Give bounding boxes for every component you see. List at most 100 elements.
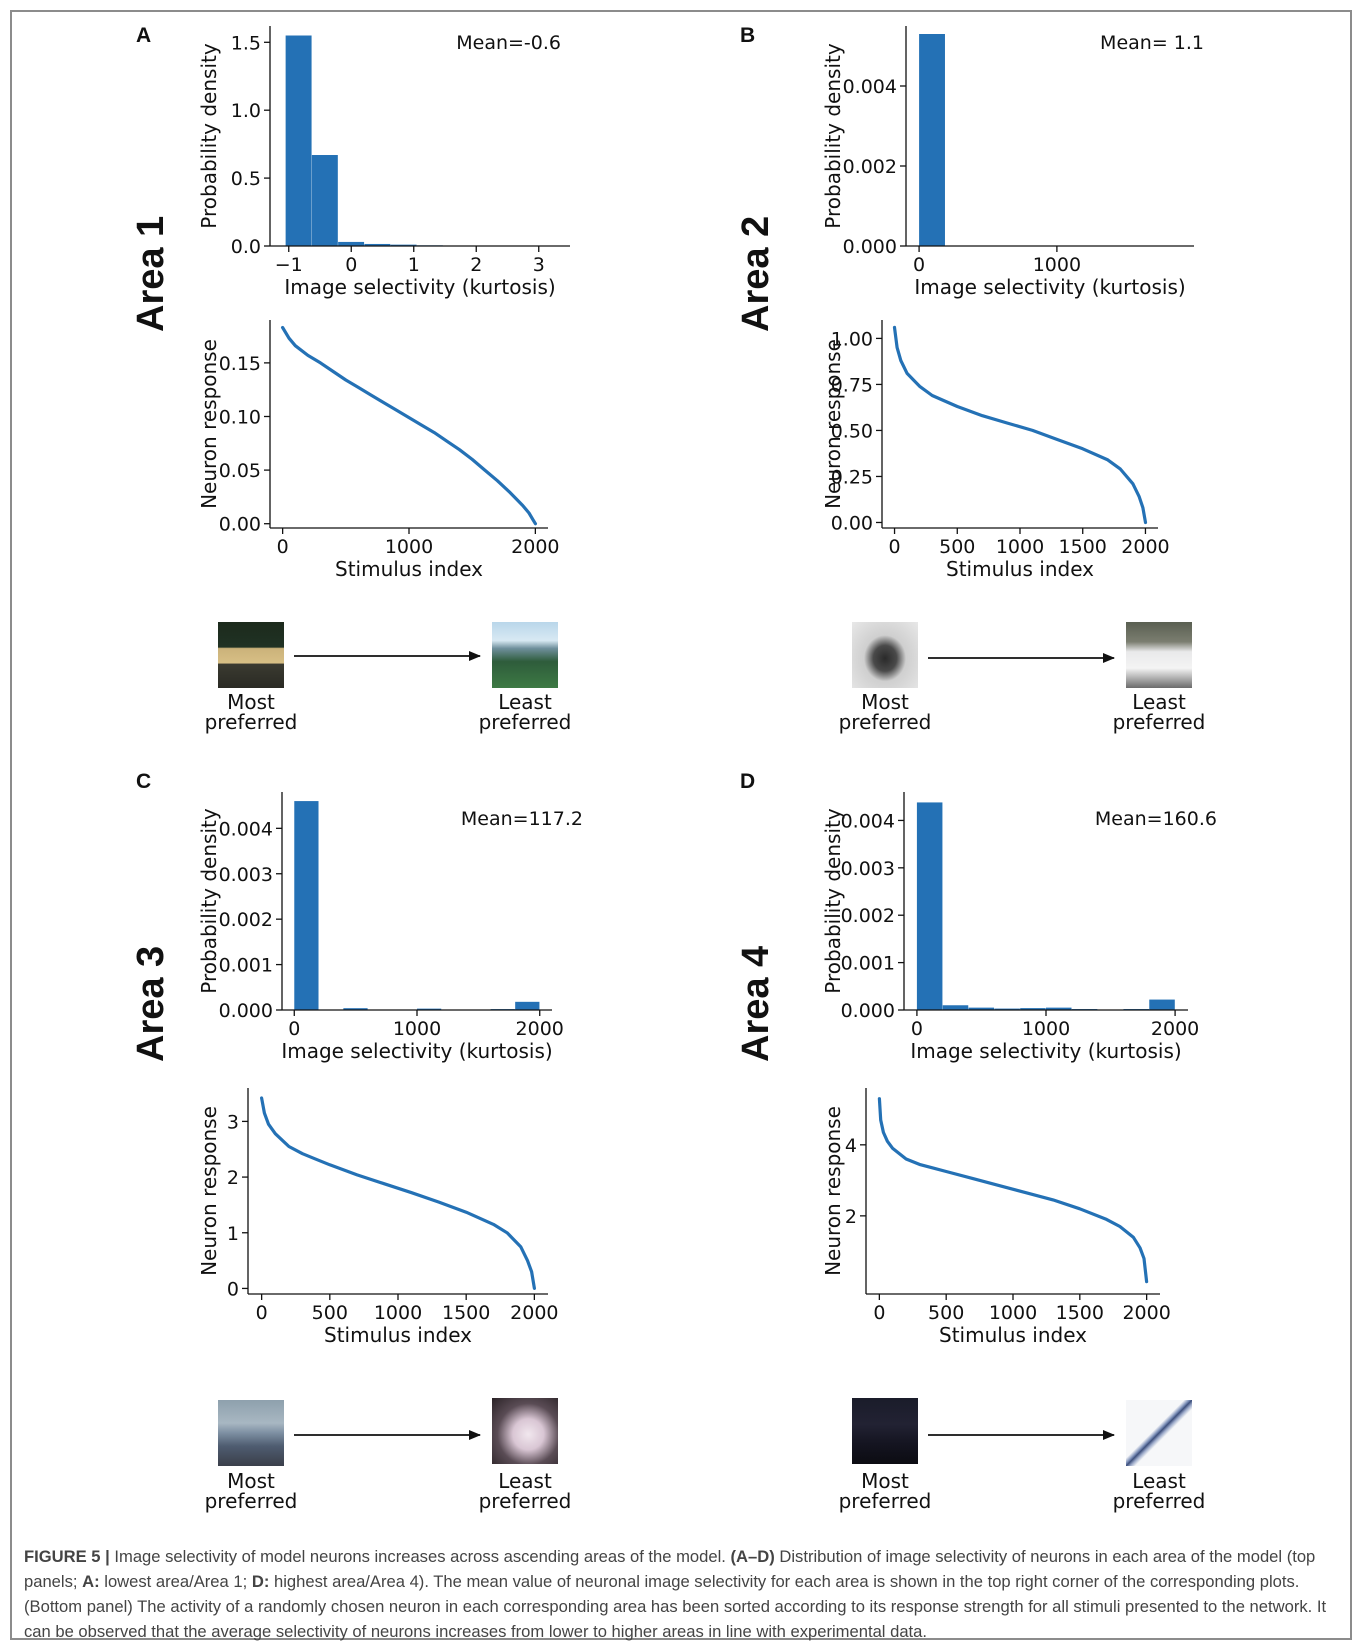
caption-ref-ad: (A–D)	[730, 1547, 775, 1566]
panel-letter-c: C	[136, 770, 152, 793]
c-hist-y-tick-label-0: 0.000	[219, 1000, 273, 1022]
mean-label-d: Mean=160.6	[1095, 808, 1217, 830]
d-hist-bar-2	[968, 1007, 995, 1010]
d-hist-y-tick-label-0: 0.000	[841, 1000, 895, 1022]
a-line-series-line	[281, 325, 537, 526]
d-hist-x-tick-label-0: 0	[911, 1018, 923, 1040]
c-line-x-tick-label-2: 1000	[374, 1302, 422, 1324]
figure-caption: FIGURE 5 | Image selectivity of model ne…	[24, 1544, 1342, 1644]
c-line-y-axis-label: Neuron response	[197, 1106, 221, 1276]
a-line-x-tick-label-0: 0	[277, 536, 289, 558]
b-hist-bar-0	[919, 34, 945, 246]
c-hist-bar-5	[417, 1008, 442, 1010]
least-preferred-image-a	[492, 622, 558, 688]
caption-text-2: Distribution of image selectivity of neu…	[24, 1547, 1316, 1591]
mean-label-c: Mean=117.2	[461, 808, 583, 830]
a-hist-y-tick-label-1: 0.5	[231, 168, 261, 190]
c-line-x-tick-label-4: 2000	[510, 1302, 558, 1324]
c-hist-bar-2	[343, 1008, 368, 1010]
c-hist-x-tick-label-1: 1000	[393, 1018, 441, 1040]
a-hist-y-tick-label-2: 1.0	[231, 100, 261, 122]
least-preferred-label-d: Least preferred	[1112, 1469, 1206, 1513]
b-line-y-tick-label-2: 0.50	[831, 420, 873, 442]
a-hist-bar-1	[311, 155, 338, 246]
d-line-y-axis-label: Neuron response	[821, 1106, 845, 1276]
d-line-x-axis-label: Stimulus index	[939, 1323, 1087, 1347]
c-hist-y-tick-label-3: 0.003	[219, 864, 273, 886]
d-line-x-tick-label-4: 2000	[1122, 1302, 1170, 1324]
caption-ref-d: D:	[251, 1572, 270, 1591]
d-hist-y-tick-label-3: 0.003	[841, 858, 895, 880]
b-line-x-tick-label-0: 0	[888, 536, 900, 558]
c-line-x-tick-label-1: 500	[312, 1302, 348, 1324]
d-hist-x-axis-label: Image selectivity (kurtosis)	[910, 1039, 1181, 1063]
b-line-y-tick-label-1: 0.25	[831, 466, 873, 488]
c-hist-y-tick-label-4: 0.004	[219, 818, 273, 840]
most-preferred-image-a	[218, 622, 284, 688]
least-preferred-label-a: Least preferred	[478, 690, 572, 734]
caption-ref-a: A:	[82, 1572, 100, 1591]
b-line-x-tick-label-4: 2000	[1121, 536, 1169, 558]
a-hist-bar-3	[364, 243, 391, 246]
panel-letter-d: D	[740, 770, 756, 793]
b-line-x-axis-label: Stimulus index	[946, 557, 1094, 581]
b-hist-x-tick-label-0: 0	[913, 254, 925, 276]
least-preferred-image-b	[1126, 622, 1192, 688]
mean-label-a: Mean=-0.6	[456, 32, 561, 54]
a-line-x-tick-label-1: 1000	[385, 536, 433, 558]
a-hist-x-tick-label-0: −1	[275, 254, 303, 276]
caption-text-4: highest area/Area 4). The mean value of …	[24, 1572, 1327, 1641]
c-line-y-tick-label-2: 2	[227, 1167, 239, 1189]
a-hist-x-tick-label-2: 1	[408, 254, 420, 276]
d-line-series-line	[877, 1097, 1149, 1284]
charts-canvas: Mean=-0.6 Mean= 1.1 Mean=117.2 Mean=160.…	[197, 26, 1217, 1440]
b-hist-y-tick-label-0: 0.000	[843, 236, 897, 258]
most-preferred-image-d	[852, 1398, 918, 1464]
d-hist-x-tick-label-1: 1000	[1022, 1018, 1070, 1040]
b-line-x-tick-label-1: 500	[939, 536, 975, 558]
c-hist-bar-9	[515, 1001, 540, 1010]
most-preferred-image-c	[218, 1400, 284, 1466]
d-hist-y-axis-label: Probability density	[821, 808, 845, 994]
b-line-y-tick-label-0: 0.00	[831, 512, 873, 534]
a-line-y-axis-label: Neuron response	[197, 339, 221, 509]
panel-letter-a: A	[136, 24, 152, 47]
c-line-y-tick-label-1: 1	[227, 1223, 239, 1245]
c-line-x-axis-label: Stimulus index	[324, 1323, 472, 1347]
d-line-x-tick-label-3: 1500	[1056, 1302, 1104, 1324]
c-line-x-tick-label-0: 0	[256, 1302, 268, 1324]
d-line-y-tick-label-0: 2	[845, 1206, 857, 1228]
b-hist-y-tick-label-1: 0.002	[843, 156, 897, 178]
c-line-x-tick-label-3: 1500	[442, 1302, 490, 1324]
b-line-y-axis-label: Neuron response	[821, 339, 845, 509]
d-hist-bar-5	[1046, 1007, 1072, 1010]
c-line-series-line	[260, 1096, 536, 1290]
d-hist-x-tick-label-2: 2000	[1151, 1018, 1199, 1040]
c-line-y-tick-label-0: 0	[227, 1278, 239, 1300]
a-line-x-axis-label: Stimulus index	[335, 557, 483, 581]
most-preferred-label-b: Most preferred	[838, 690, 932, 734]
a-line-y-tick-label-0: 0.00	[219, 514, 261, 536]
a-hist-x-tick-label-4: 3	[533, 254, 545, 276]
a-line-y-tick-label-3: 0.15	[219, 353, 261, 375]
d-line-x-tick-label-1: 500	[928, 1302, 964, 1324]
a-hist-x-axis-label: Image selectivity (kurtosis)	[284, 275, 555, 299]
least-preferred-label-c: Least preferred	[478, 1469, 572, 1513]
c-line-y-tick-label-3: 3	[227, 1111, 239, 1133]
d-line-x-tick-label-2: 1000	[989, 1302, 1037, 1324]
c-hist-y-tick-label-1: 0.001	[219, 955, 273, 977]
c-hist-y-axis-label: Probability density	[197, 808, 221, 994]
a-hist-bar-4	[390, 244, 417, 246]
a-hist-bar-0	[285, 35, 312, 247]
d-hist-bar-0	[916, 802, 943, 1010]
b-hist-y-axis-label: Probability density	[821, 43, 845, 229]
d-hist-bar-1	[942, 1005, 969, 1010]
least-preferred-image-c	[492, 1398, 558, 1464]
a-hist-y-tick-label-3: 1.5	[231, 32, 261, 54]
b-line-series-line	[892, 325, 1148, 525]
most-preferred-label-d: Most preferred	[838, 1469, 932, 1513]
d-hist-bar-4	[1020, 1008, 1046, 1010]
d-hist-y-tick-label-2: 0.002	[841, 905, 895, 927]
a-hist-y-tick-label-0: 0.0	[231, 236, 261, 258]
most-preferred-image-b	[852, 622, 918, 688]
